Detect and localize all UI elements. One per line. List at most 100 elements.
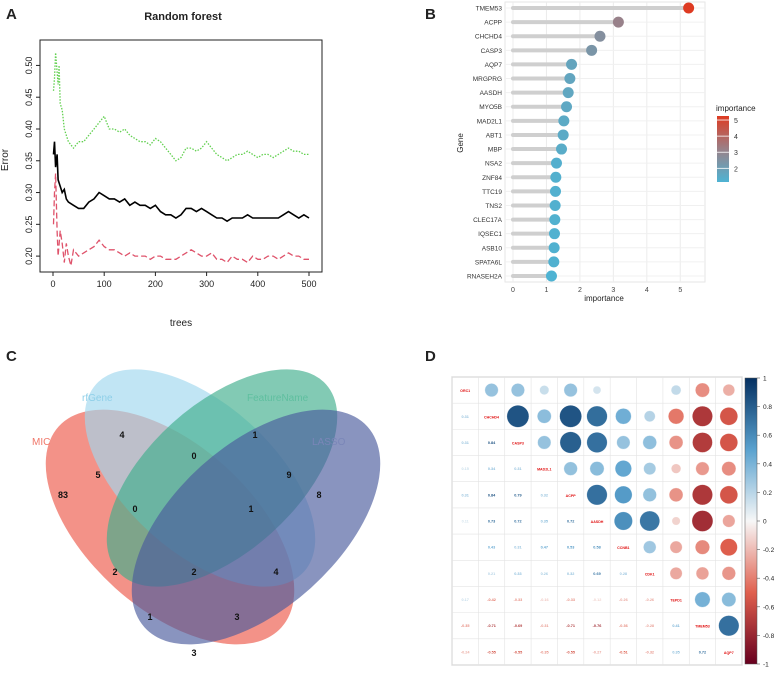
gene-label: NSA2 (485, 161, 502, 168)
gene-label: ASB10 (482, 245, 503, 252)
correlation-value: 0.15 (461, 467, 468, 471)
gene-label: MYO5B (479, 104, 502, 111)
correlation-circle (722, 514, 736, 528)
correlation-value: 0.11 (462, 520, 469, 524)
correlation-value: 0.72 (567, 520, 574, 524)
diagonal-gene-label: CCNB1 (617, 546, 629, 550)
correlation-circle (643, 540, 657, 554)
correlation-value: 0.41 (672, 624, 679, 628)
y-tick-label: 0.20 (24, 247, 34, 265)
x-tick-label: 300 (199, 279, 214, 289)
importance-point (548, 242, 560, 254)
correlation-circle (563, 461, 578, 476)
chart-b-legend-title: importance (716, 104, 756, 113)
venn-region-count: 2 (191, 567, 196, 577)
y-tick-label: 0.50 (24, 57, 34, 75)
correlation-value: -0.35 (540, 650, 549, 654)
venn-region-count: 3 (234, 612, 239, 622)
correlation-circle (721, 461, 737, 476)
colorbar-tick-label: 0.6 (763, 433, 772, 440)
correlation-value: 0.43 (488, 546, 495, 550)
y-tick-label: 0.30 (24, 184, 34, 202)
diagonal-gene-label: MAD2L1 (537, 468, 551, 472)
correlation-value: 0.32 (541, 493, 548, 497)
correlation-value: -0.69 (514, 624, 523, 628)
correlation-circle (506, 405, 530, 428)
correlation-value: 0.79 (514, 493, 521, 497)
gene-label: TMEM53 (476, 6, 503, 13)
colorbar-tick-label: 1 (763, 376, 767, 383)
correlation-circle (694, 591, 711, 608)
importance-point (557, 129, 569, 141)
correlation-circle (691, 510, 714, 532)
correlation-circle (719, 485, 738, 504)
chart-b-plot-bg (504, 1, 706, 283)
correlation-value: 0.35 (672, 650, 679, 654)
correlation-circle (669, 487, 684, 502)
correlation-value: 0.69 (593, 572, 600, 576)
importance-point (550, 171, 562, 183)
error-series-line-dashed (52, 173, 309, 266)
correlation-value: -0.55 (514, 650, 523, 654)
correlation-value: 0.84 (488, 493, 496, 497)
diagonal-gene-label: CHCHD4 (484, 415, 499, 419)
gene-label: AASDH (480, 90, 503, 97)
gene-label: ACPP (484, 20, 502, 27)
chart-a-ylabel: Error (0, 148, 11, 171)
venn-region-count: 4 (119, 430, 124, 440)
diagonal-gene-label: TEPD1 (670, 599, 682, 603)
diagonal-gene-label: AQP7 (724, 651, 734, 655)
correlation-circle (642, 487, 657, 502)
correlation-value: 0.28 (620, 572, 627, 576)
correlation-value: -0.28 (645, 624, 654, 628)
correlation-value: 0.72 (699, 650, 706, 654)
gene-label: TNS2 (485, 203, 502, 210)
x-tick-label: 400 (250, 279, 265, 289)
panel-a-error-chart: Random forest 0 100 200 300 400 500 0.20 0.25 0.… (0, 11, 323, 329)
correlation-value: -0.55 (487, 650, 496, 654)
importance-point (548, 228, 560, 240)
importance-point (612, 16, 624, 28)
importance-point (564, 73, 576, 85)
venn-region-count: 4 (273, 567, 278, 577)
correlation-circle (614, 460, 632, 478)
colorbar-tick-label: -0.6 (763, 604, 775, 611)
correlation-value: 0.17 (461, 598, 468, 602)
panel-d-correlation-matrix: ORC1 CHCHD4 CASP3 MAD2L1 ACPP AASDH CCNB1 CDK1 T… (451, 376, 775, 669)
y-tick-label: 0.25 (24, 216, 34, 234)
venn-label-lasso: LASSO (312, 437, 346, 448)
correlation-value: 0.31 (514, 546, 521, 550)
chart-b-xlabel: importance (584, 294, 624, 303)
correlation-circle (642, 435, 657, 450)
correlation-circle (484, 383, 499, 397)
gene-label: MAD2L1 (477, 118, 503, 125)
gene-label: IQSEC1 (478, 231, 502, 238)
correlation-value: 0.53 (567, 546, 574, 550)
correlation-circle (614, 511, 633, 531)
x-tick-label: 500 (301, 279, 316, 289)
venn-region-count: 2 (112, 567, 117, 577)
correlation-value: 0.34 (488, 467, 496, 471)
importance-point (566, 58, 578, 70)
diagonal-gene-label: CDK1 (645, 572, 655, 576)
importance-point (562, 87, 574, 99)
correlation-value: 0.73 (488, 520, 495, 524)
colorbar-tick-label: -0.2 (763, 547, 775, 554)
correlation-circle (692, 432, 713, 453)
correlation-circle (671, 516, 681, 526)
correlation-value: 0.72 (514, 520, 521, 524)
colorbar-tick-label: 0.8 (763, 404, 772, 411)
gene-label: SPATA6L (475, 259, 502, 266)
gene-label: MBP (488, 147, 502, 154)
correlation-circle (722, 384, 735, 397)
colorbar-tick-label: 0.4 (763, 461, 772, 468)
correlation-circle (671, 463, 682, 474)
gene-label: RNASEH2A (467, 274, 503, 281)
correlation-value: -0.33 (514, 598, 523, 602)
gene-label: CHCHD4 (475, 34, 502, 41)
importance-point (549, 185, 561, 197)
y-tick-label: 0.35 (24, 152, 34, 170)
correlation-value: -0.33 (566, 598, 575, 602)
correlation-circle (586, 405, 608, 427)
x-tick-label: 100 (97, 279, 112, 289)
